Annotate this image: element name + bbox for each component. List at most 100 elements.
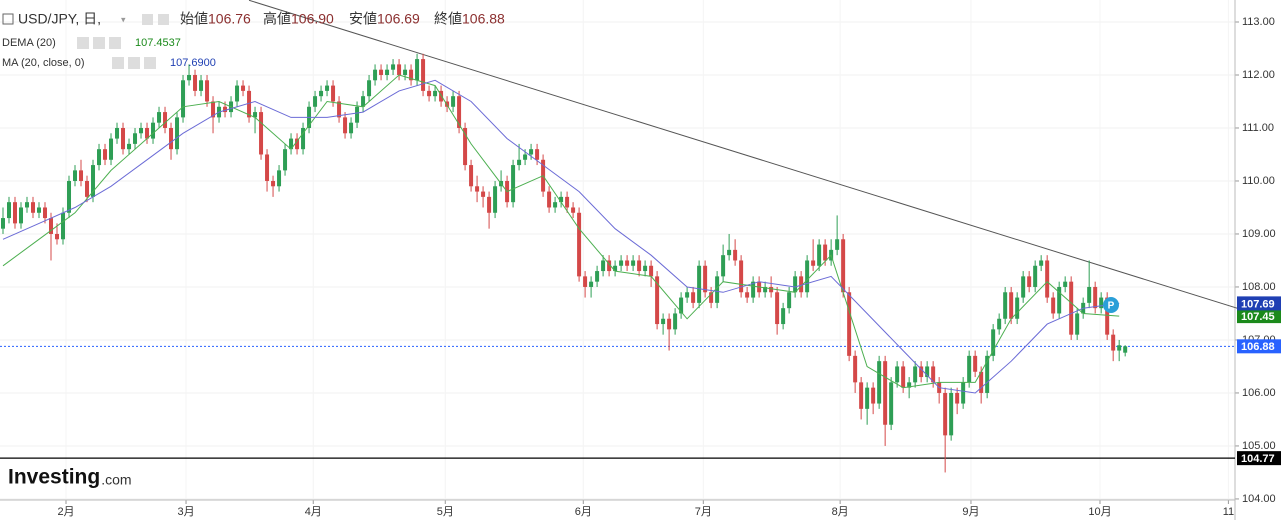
candle-body [925,366,930,378]
stat-label: 高値 [263,11,291,27]
candle-body [703,265,708,293]
candle-body [241,85,246,91]
candle-body [979,371,984,393]
legend-icon[interactable] [112,57,124,69]
price-label: 104.77 [1241,453,1275,465]
candle-body [865,387,870,409]
candle-body [919,366,924,378]
legend-icon[interactable] [77,37,89,49]
candle-body [211,101,216,118]
candle-body [589,281,594,287]
candle-body [55,233,60,240]
candle-body [559,196,564,203]
candle-body [907,382,912,388]
y-tick-label: 113.00 [1242,16,1275,28]
price-label-bg [1237,451,1281,466]
candle-body [247,90,252,118]
price-label: 106.88 [1241,341,1275,353]
candle-body [487,196,492,213]
candle-body [31,202,36,213]
candle-body [367,80,372,97]
candle-body [805,260,810,293]
logo: Investing [8,466,100,489]
candle-body [121,127,126,150]
candle-body [913,366,918,383]
candle-body [571,207,576,213]
candle-body [337,101,342,118]
candle-body [1111,334,1116,351]
legend-icon[interactable] [109,37,121,49]
candle-body [1045,260,1050,298]
candle-body [175,117,180,150]
candle-body [163,112,168,128]
candle-body [1069,281,1074,335]
candle-body [223,106,228,113]
candle-body [1093,286,1098,309]
candle-body [817,244,822,266]
stat-label: 終値 [434,11,462,27]
candle-body [1003,292,1008,319]
candle-body [385,69,390,75]
logo-suffix: .com [101,472,131,488]
candle-body [991,329,996,356]
indicator-line [2,74,1120,389]
candle-body [739,260,744,293]
candle-body [763,286,768,293]
candle-body [871,387,876,404]
x-tick-label: 11 [1223,506,1234,518]
candle-body [787,292,792,309]
header-icon [2,13,14,25]
candle-body [199,80,204,91]
legend-value: 107.6900 [170,57,216,69]
candle-body [49,218,54,234]
candle-body [1057,286,1062,314]
candle-body [793,276,798,293]
candle-body [535,149,540,160]
candle-body [775,292,780,325]
y-tick-label: 111.00 [1242,122,1274,134]
candle-body [343,117,348,134]
candle-body [73,170,78,181]
candle-body [481,191,486,197]
candle-body [835,239,840,250]
candle-body [289,138,294,150]
candle-body [145,127,150,139]
candle-body [553,202,558,208]
candle-body [331,85,336,102]
candle-body [1021,276,1026,298]
candle-body [967,355,972,383]
candle-body [253,112,258,118]
candle-body [103,149,108,160]
x-tick-label: 4月 [305,506,322,518]
y-tick-label: 108.00 [1242,281,1276,293]
candle-body [853,355,858,383]
candle-body [1027,276,1032,287]
candle-body [577,212,582,277]
y-tick-label: 109.00 [1242,228,1276,240]
x-tick-label: 10月 [1088,506,1111,518]
header-icon[interactable] [142,14,153,25]
stat-label: 始値 [180,11,208,27]
candle-body [661,318,666,325]
candle-body [85,180,90,197]
candle-body [427,90,432,97]
candle-body [889,382,894,425]
candle-body [1051,297,1056,314]
candle-body [349,122,354,134]
legend-icon[interactable] [128,57,140,69]
candle-body [79,170,84,181]
candle-body [1117,345,1122,351]
candle-body [43,207,48,219]
candle-body [1087,286,1092,303]
series-last-label-bg [1237,309,1281,324]
marker[interactable] [1103,297,1119,313]
legend-name: DEMA (20) [2,37,56,49]
legend-icon[interactable] [144,57,156,69]
candle-body [1105,297,1110,335]
indicator-line [2,79,1120,394]
legend-icon[interactable] [93,37,105,49]
marker-label: P [1108,301,1115,312]
candle-body [1099,297,1104,309]
header-icon[interactable] [158,14,169,25]
candle-body [1009,292,1014,319]
